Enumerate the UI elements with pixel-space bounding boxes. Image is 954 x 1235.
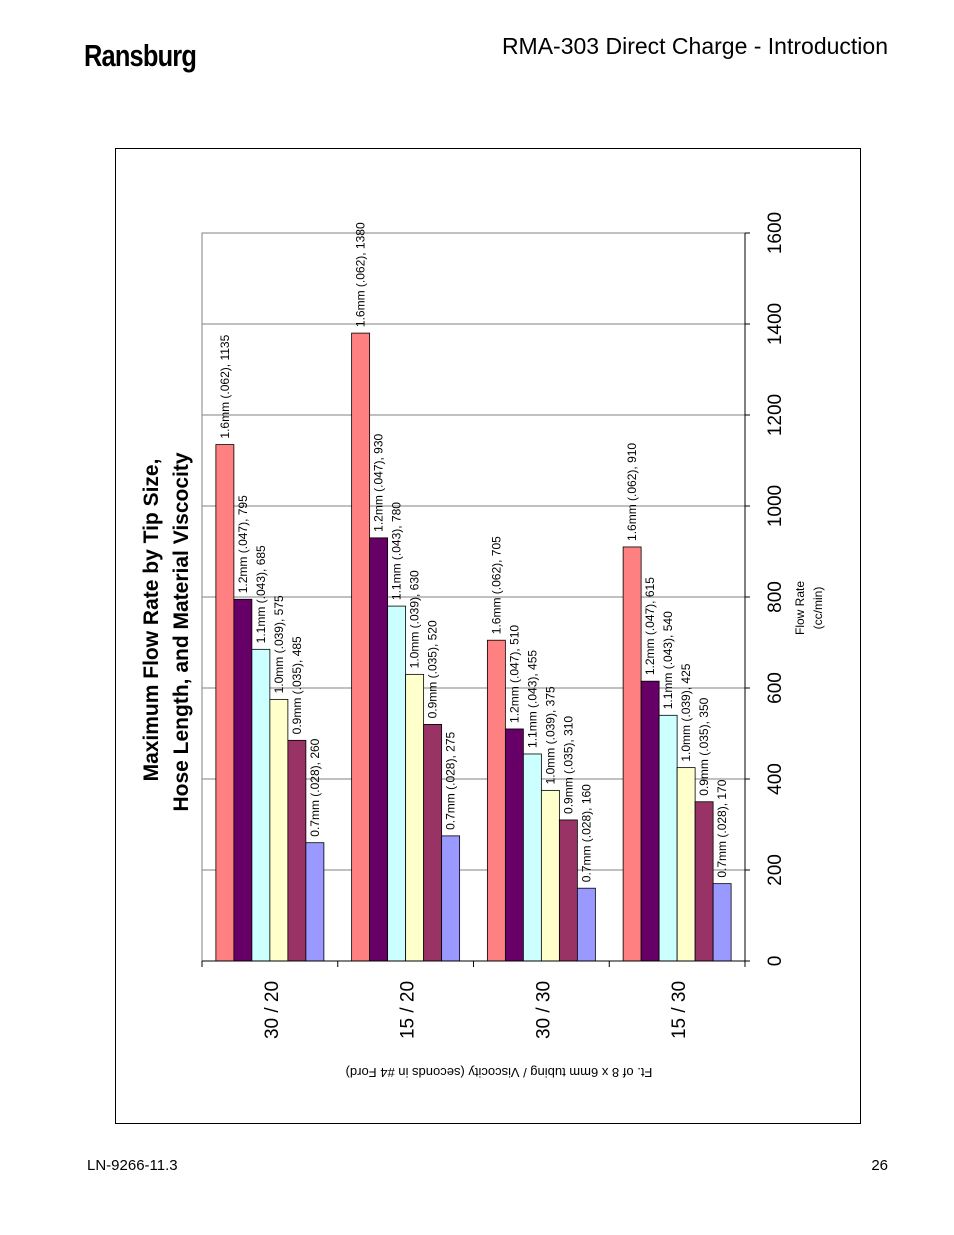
axes: 0 200 400 600 800 1000 1200 1400 1600 30 / 20 15 /… bbox=[201, 212, 786, 1039]
data-label: 1.0mm (.039), 630 bbox=[408, 570, 422, 668]
bar bbox=[405, 673, 425, 962]
x-axis-title: Ft. of 8 x 6mm tubing / Viscocity (secon… bbox=[346, 1065, 653, 1080]
bar bbox=[576, 887, 596, 962]
y-axis-title-line1: Flow Rate bbox=[793, 581, 807, 635]
bar bbox=[441, 835, 461, 962]
data-label: 0.7mm (.028), 170 bbox=[715, 779, 729, 877]
category-label: 15 / 30 bbox=[669, 981, 690, 1039]
data-label: 0.9mm (.035), 485 bbox=[290, 636, 304, 734]
category-label: 15 / 20 bbox=[398, 981, 419, 1039]
page-number: 26 bbox=[871, 1157, 888, 1174]
ransburg-logo: Ransburg bbox=[84, 38, 197, 73]
data-labels: 1.6mm (.062), 1135 1.2mm (.047), 795 1.1mm… bbox=[218, 222, 729, 882]
bar bbox=[658, 714, 678, 962]
data-label: 0.7mm (.028), 160 bbox=[579, 784, 593, 882]
y-tick-label: 1400 bbox=[765, 303, 786, 345]
bar bbox=[640, 680, 660, 962]
bar bbox=[233, 598, 253, 962]
data-label: 1.1mm (.043), 455 bbox=[525, 650, 539, 748]
bar bbox=[369, 537, 389, 962]
data-label: 0.7mm (.028), 260 bbox=[308, 738, 322, 836]
chart-frame bbox=[115, 148, 861, 1124]
data-label: 0.9mm (.035), 350 bbox=[697, 697, 711, 795]
bar bbox=[269, 698, 289, 962]
data-label: 1.6mm (.062), 705 bbox=[489, 536, 503, 634]
data-label: 1.1mm (.043), 540 bbox=[661, 611, 675, 709]
bar bbox=[215, 444, 235, 962]
data-label: 1.0mm (.039), 425 bbox=[679, 663, 693, 761]
bar bbox=[558, 819, 578, 962]
y-tick-label: 1200 bbox=[765, 394, 786, 436]
y-axis-title-line2: (cc/min) bbox=[811, 587, 825, 630]
y-tick-label: 600 bbox=[765, 672, 786, 704]
data-label: 1.1mm (.043), 685 bbox=[254, 545, 268, 643]
bar bbox=[387, 605, 407, 962]
data-label: 1.1mm (.043), 780 bbox=[390, 502, 404, 600]
data-label: 0.7mm (.028), 275 bbox=[444, 732, 458, 830]
bar bbox=[305, 842, 325, 962]
data-label: 1.6mm (.062), 1135 bbox=[218, 334, 232, 438]
bar bbox=[712, 883, 732, 962]
data-label: 1.0mm (.039), 575 bbox=[272, 595, 286, 693]
category-label: 30 / 30 bbox=[533, 981, 554, 1039]
data-label: 1.0mm (.039), 375 bbox=[543, 686, 557, 784]
data-label: 0.9mm (.035), 520 bbox=[426, 620, 440, 718]
bar bbox=[423, 724, 443, 962]
y-tick-label: 200 bbox=[765, 854, 786, 886]
data-label: 1.2mm (.047), 930 bbox=[372, 433, 386, 531]
y-tick-label: 800 bbox=[765, 581, 786, 613]
bars bbox=[215, 332, 732, 962]
data-label: 1.2mm (.047), 795 bbox=[236, 495, 250, 593]
bar bbox=[504, 728, 524, 962]
bar bbox=[694, 801, 714, 962]
y-tick-label: 400 bbox=[765, 763, 786, 795]
y-tick-label: 0 bbox=[765, 956, 786, 967]
document-number: LN-9266-11.3 bbox=[87, 1157, 178, 1174]
chart-title-line2: Hose Length, and Material Viscocity bbox=[170, 452, 193, 811]
bar bbox=[351, 332, 371, 962]
bar bbox=[522, 753, 542, 962]
bar bbox=[251, 648, 271, 962]
bar bbox=[540, 789, 560, 962]
chart-title-line1: Maximum Flow Rate by Tip Size, bbox=[140, 459, 163, 782]
y-tick-label: 1000 bbox=[765, 485, 786, 527]
bar bbox=[287, 739, 307, 962]
bar bbox=[486, 639, 506, 962]
data-label: 1.2mm (.047), 615 bbox=[643, 577, 657, 675]
bar bbox=[676, 767, 696, 962]
category-label: 30 / 20 bbox=[262, 981, 283, 1039]
data-label: 0.9mm (.035), 310 bbox=[561, 716, 575, 814]
data-label: 1.6mm (.062), 1380 bbox=[354, 222, 368, 327]
document-title: RMA-303 Direct Charge - Introduction bbox=[501, 33, 888, 59]
y-tick-label: 1600 bbox=[765, 212, 786, 254]
data-label: 1.2mm (.047), 510 bbox=[507, 625, 521, 723]
data-label: 1.6mm (.062), 910 bbox=[625, 443, 639, 541]
bar bbox=[622, 546, 642, 962]
